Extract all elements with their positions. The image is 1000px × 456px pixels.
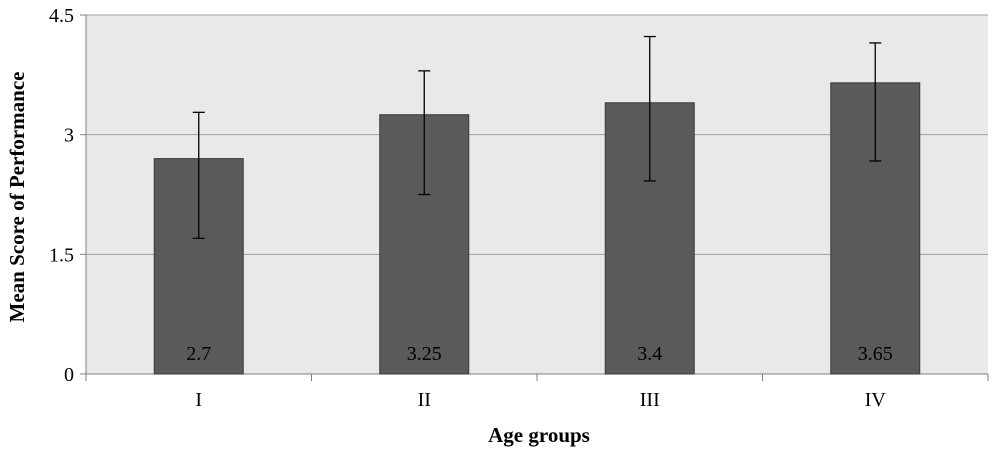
x-tick-label: II [418, 389, 431, 411]
x-tick-label: IV [865, 389, 887, 411]
y-tick-label: 1.5 [49, 244, 74, 266]
data-label: 3.65 [858, 343, 893, 365]
y-tick-label: 0 [64, 364, 74, 386]
data-label: 2.7 [186, 343, 211, 365]
y-axis-title: Mean Score of Performance [5, 72, 29, 323]
y-tick-label: 3 [64, 125, 74, 147]
y-tick-label: 4.5 [49, 5, 74, 27]
data-label: 3.25 [407, 343, 442, 365]
x-tick-label: III [640, 389, 660, 411]
x-tick-label: I [195, 389, 202, 411]
x-axis-title: Age groups [488, 423, 590, 447]
data-label: 3.4 [637, 343, 662, 365]
